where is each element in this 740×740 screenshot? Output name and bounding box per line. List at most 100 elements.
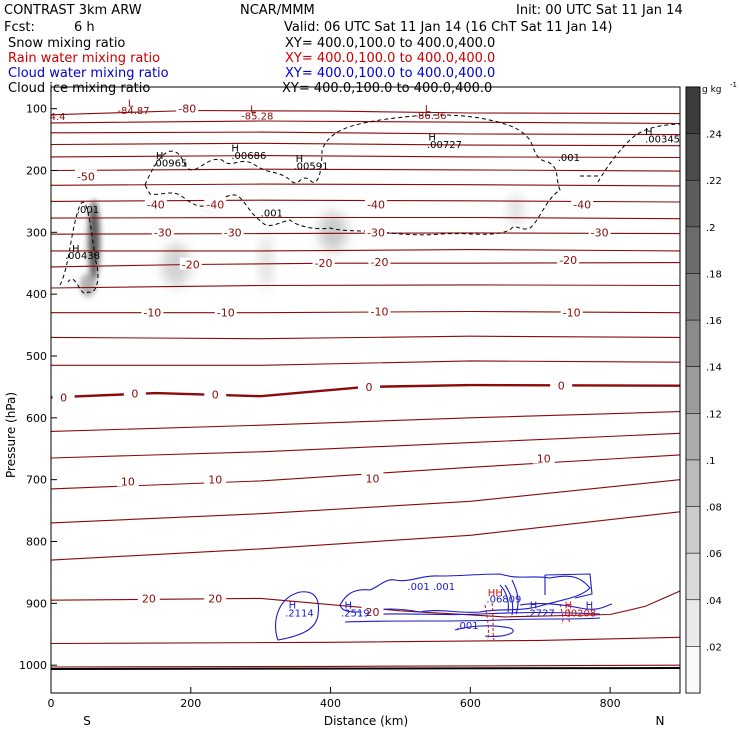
extremum-label: H: [586, 601, 594, 612]
cloud-water-contour: [344, 617, 601, 623]
isotherm-line: [51, 511, 680, 561]
temp-label: -40: [573, 198, 591, 211]
extremum-label: H: [296, 154, 304, 165]
x-tick-label: 0: [48, 697, 55, 710]
isotherm-line: [51, 360, 680, 366]
extremum-label: .00591: [294, 162, 329, 173]
temp-label: 10: [208, 474, 222, 487]
temp-label-bg: [141, 305, 164, 318]
temp-label-bg: [137, 591, 160, 604]
isotherm-line: [51, 216, 680, 220]
extremum-label: -85.28: [241, 111, 273, 122]
cloud-water-contour: [454, 625, 514, 637]
colorbar-tick-label: .1: [706, 456, 716, 467]
temp-label: -40: [147, 198, 165, 211]
surface-line: [51, 667, 680, 670]
extremum-label: .00345: [645, 134, 680, 145]
temp-label: 10: [365, 472, 379, 485]
isotherm-line: [51, 120, 680, 125]
temp-label-bg: [214, 305, 237, 318]
temp-label-bg: [179, 257, 202, 270]
extremum-label: L: [250, 105, 256, 116]
temp-label: -80: [178, 103, 196, 116]
extremum-label: H: [530, 601, 538, 612]
fcst-label: Fcst:: [4, 20, 35, 35]
extremum-label: .001: [261, 209, 283, 220]
extremum-label: .00208: [561, 609, 596, 620]
extremum-label: H: [156, 151, 164, 162]
temp-label: 10: [537, 453, 551, 466]
temp-label: -10: [143, 307, 161, 320]
isotherm-line: [51, 155, 680, 159]
y-tick-label: 800: [26, 536, 47, 549]
y-tick-label: 300: [26, 226, 47, 239]
temp-label: 20: [208, 592, 222, 605]
cloud-water-contour: [275, 591, 320, 641]
legend-cloud-water-label: Cloud water mixing ratio: [8, 66, 169, 81]
rain-contour: [559, 603, 571, 625]
temp-label: -10: [217, 307, 235, 320]
x-axis-title: Distance (km): [324, 714, 408, 728]
isotherm-line: [51, 479, 680, 524]
colorbar-tick-label: .06: [706, 549, 722, 560]
y-tick-label: 500: [26, 350, 47, 363]
temp-label: -40: [206, 198, 224, 211]
cloud-water-contour: [499, 579, 519, 616]
colorbar-tick-label: .16: [706, 316, 722, 327]
temp-label-bg: [550, 378, 573, 391]
temp-label: -20: [370, 256, 388, 269]
isotherm-line: [51, 664, 680, 668]
cloud-water-contour: [519, 603, 613, 610]
isotherm-line: [51, 432, 680, 459]
temp-label-bg: [557, 253, 580, 266]
legend-rain-label: Rain water mixing ratio: [8, 51, 160, 66]
rain-contours: [484, 602, 571, 641]
field-legend: Snow mixing ratio XY= 400.0,100.0 to 400…: [8, 36, 495, 96]
colorbar-cell: [686, 413, 700, 460]
temp-label: 0: [60, 391, 67, 404]
temp-label-bg: [221, 225, 244, 238]
model-title: CONTRAST 3km ARW: [4, 3, 142, 18]
temp-label-bg: [357, 379, 380, 392]
temp-label-bg: [364, 225, 387, 238]
temp-label: -30: [591, 226, 609, 239]
extremum-label: H: [345, 601, 353, 612]
temp-label: 0: [558, 380, 565, 393]
south-label: S: [83, 714, 91, 728]
colorbar-tick-label: .04: [706, 596, 722, 607]
temp-label-bg: [123, 386, 146, 399]
colorbar-cell: [686, 226, 700, 274]
isotherm-line: [51, 183, 680, 187]
colorbar-unit-exp: -1: [730, 81, 737, 89]
temperature-labels: -80 -50 -40 -40 -40 -40 -30 -30 -30 -30 -20 -20 -20 -…: [52, 101, 611, 619]
legend-snow-xy: XY= 400.0,100.0 to 400.0,400.0: [285, 36, 495, 51]
extremum-label: H: [72, 244, 80, 255]
colorbar-cell: [686, 180, 700, 227]
legend-rain-xy: XY= 400.0,100.0 to 400.0,400.0: [285, 51, 495, 66]
extremum-label: .001 .001: [407, 582, 455, 593]
colorbar-tick-label: .12: [706, 409, 722, 420]
extremum-label: H: [289, 601, 297, 612]
temp-label: 20: [142, 592, 156, 605]
temperature-contours: [51, 109, 680, 668]
temp-label-bg: [368, 254, 391, 267]
extremum-label: .001: [77, 205, 99, 216]
extremum-label: H: [428, 132, 436, 143]
rain-contour: [491, 602, 495, 641]
y-tick-label: 1000: [19, 659, 47, 672]
temp-label-bg: [361, 604, 384, 617]
extremum-label: HH: [488, 588, 503, 599]
extremum-label: .001: [456, 621, 478, 632]
cloud-ice-contours: [59, 114, 680, 294]
isotherm-line: [51, 142, 680, 147]
chart-header: CONTRAST 3km ARW NCAR/MMM Init: 00 UTC S…: [4, 3, 683, 35]
temp-label: 10: [121, 476, 135, 489]
temp-label: -20: [315, 257, 333, 270]
cloud-ice-contour: [597, 123, 680, 183]
cloud-water-contours: [275, 573, 613, 641]
extremum-label: .00727: [427, 140, 462, 151]
y-axis: 100 200 300 400 500 600 700 800 900 1000: [19, 103, 57, 672]
cloud-water-contour: [544, 573, 593, 599]
colorbar-cell: [686, 599, 700, 647]
